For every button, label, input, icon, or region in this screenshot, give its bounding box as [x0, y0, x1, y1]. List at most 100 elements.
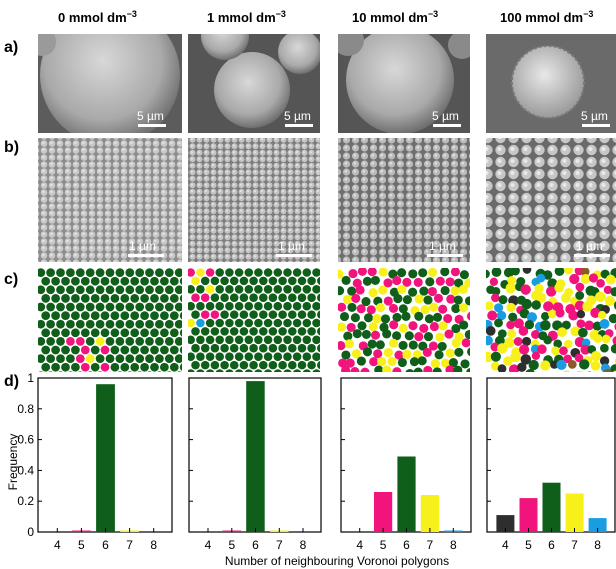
particle: [105, 354, 115, 363]
particle: [140, 345, 149, 355]
particle: [61, 311, 70, 320]
particle: [95, 268, 105, 277]
row-label-c: c): [4, 271, 18, 288]
particle: [362, 276, 372, 286]
particle: [450, 268, 460, 277]
particle: [288, 276, 297, 286]
particle: [584, 320, 595, 331]
particle: [155, 354, 164, 363]
particle: [210, 310, 220, 319]
particle: [249, 276, 258, 286]
particle: [375, 302, 386, 313]
particle: [200, 293, 210, 302]
particle: [491, 268, 502, 277]
particle: [363, 313, 374, 323]
particle: [174, 285, 182, 295]
particle: [196, 352, 205, 361]
particle: [613, 301, 616, 310]
particle: [409, 357, 419, 367]
particle: [120, 328, 130, 338]
particle: [414, 311, 424, 321]
particle: [268, 276, 278, 286]
particle: [263, 285, 273, 294]
particle: [600, 343, 609, 353]
particle: [179, 363, 182, 371]
x-tick-label: 4: [205, 538, 212, 552]
particle: [413, 367, 423, 372]
particle: [338, 269, 344, 279]
particle: [451, 324, 461, 334]
particle: [350, 313, 360, 323]
particle: [497, 364, 507, 372]
particle: [225, 335, 234, 345]
particle: [508, 364, 520, 372]
particle: [312, 285, 320, 294]
particle: [46, 285, 55, 295]
particle: [283, 369, 292, 372]
particle: [130, 294, 140, 303]
particle: [160, 294, 169, 303]
particle: [263, 268, 273, 277]
particle: [288, 310, 297, 319]
particle: [575, 282, 585, 292]
particle: [273, 285, 283, 294]
particle: [496, 310, 507, 321]
particle: [312, 318, 320, 328]
x-tick-label: 8: [300, 538, 307, 552]
particle: [174, 319, 182, 329]
particle: [259, 327, 268, 336]
particle: [56, 268, 65, 277]
voronoi-map-3: [486, 268, 616, 372]
particle: [85, 337, 95, 346]
y-tick-label: 0.2: [17, 494, 34, 508]
scalebar-a2: 5 µm: [432, 109, 461, 127]
particle: [220, 310, 229, 319]
particle: [388, 303, 399, 313]
particle: [164, 337, 174, 346]
particle: [164, 302, 174, 312]
particle: [537, 344, 547, 354]
particle: [169, 311, 179, 320]
particle: [249, 327, 258, 336]
particle: [191, 276, 200, 286]
particle: [372, 313, 382, 324]
particle: [51, 328, 60, 338]
particle: [541, 312, 550, 321]
particle: [357, 321, 367, 331]
particle: [254, 301, 263, 311]
particle: [605, 274, 616, 285]
particle: [297, 360, 307, 370]
bar-6: [542, 482, 561, 532]
particle: [174, 302, 182, 312]
particle: [46, 337, 55, 346]
particle: [85, 268, 95, 277]
particle: [140, 294, 149, 303]
particle: [610, 287, 616, 297]
svg-text:5 µm: 5 µm: [137, 109, 164, 123]
particle: [508, 312, 518, 322]
particle: [244, 352, 254, 361]
particle: [169, 362, 179, 372]
particle: [278, 360, 287, 370]
particle: [164, 319, 174, 329]
particle: [612, 370, 616, 372]
particle: [215, 335, 224, 345]
particle: [229, 276, 239, 286]
column-heading-1: 1 mmol dm−3: [207, 9, 286, 25]
particle: [244, 285, 254, 294]
particle: [464, 296, 470, 306]
particle: [338, 358, 348, 368]
particle: [179, 311, 182, 320]
particle: [164, 354, 174, 363]
particle: [263, 352, 273, 361]
particle: [234, 335, 244, 345]
svg-text:1 µm: 1 µm: [129, 239, 156, 253]
particle: [160, 311, 169, 320]
particle: [526, 312, 538, 323]
particle: [302, 335, 312, 345]
particle: [75, 354, 85, 363]
particle: [513, 318, 524, 329]
bar-6: [397, 456, 416, 532]
voronoi-map-2: [338, 268, 470, 372]
particle: [174, 268, 182, 277]
